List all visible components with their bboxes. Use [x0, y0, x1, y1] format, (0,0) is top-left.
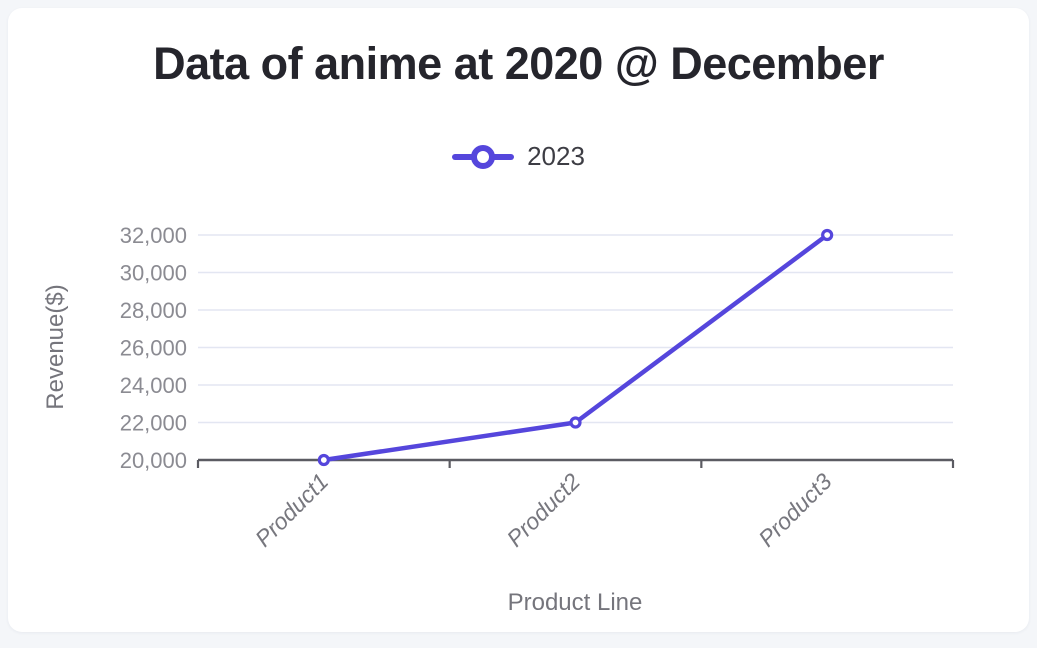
gridlines: [198, 234, 953, 424]
data-point-marker: [569, 416, 582, 429]
data-point-marker: [821, 228, 834, 242]
y-tick-label: 30,000: [120, 261, 187, 286]
legend-label: 2023: [527, 141, 585, 171]
chart-card: Data of anime at 2020 @ December 2023 20…: [8, 8, 1029, 632]
x-axis-title: Product Line: [508, 589, 643, 616]
chart-title: Data of anime at 2020 @ December: [153, 38, 884, 89]
data-point-marker: [317, 453, 330, 467]
x-tick-label: Product3: [753, 468, 837, 552]
y-tick-label: 28,000: [120, 298, 187, 323]
y-tick-label: 22,000: [120, 411, 187, 436]
y-tick-label: 26,000: [120, 336, 187, 361]
x-tick-label: Product2: [502, 468, 586, 552]
legend: 2023: [8, 141, 1029, 172]
legend-item-2023[interactable]: 2023: [452, 141, 585, 172]
series-2023: [317, 228, 834, 467]
y-tick-label: 32,000: [120, 223, 187, 248]
legend-line-marker-icon: [452, 144, 515, 169]
x-tick-labels: Product1 Product2 Product3: [250, 468, 837, 552]
x-tick-label: Product1: [250, 468, 333, 551]
y-axis-title: Revenue($): [42, 284, 69, 409]
line-chart: 20,000 22,000 24,000 26,000 28,000 30,000 32,0…: [42, 223, 955, 616]
y-tick-label: 24,000: [120, 373, 187, 398]
axes: [196, 458, 955, 468]
y-tick-label: 20,000: [120, 448, 187, 473]
y-tick-labels: 20,000 22,000 24,000 26,000 28,000 30,000 32,0…: [120, 223, 187, 473]
